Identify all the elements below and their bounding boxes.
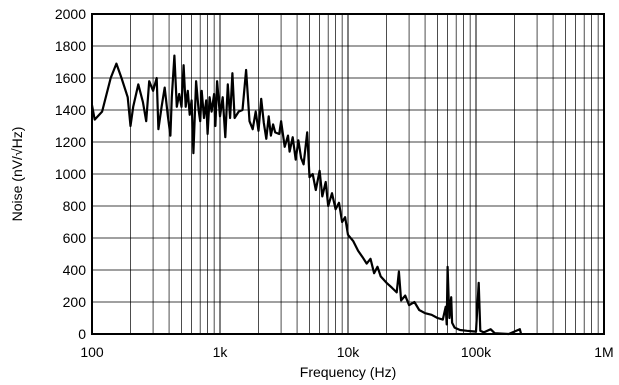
grid [91,13,605,335]
x-tick-label: 100k [461,344,492,360]
y-tick-label: 400 [63,262,87,278]
x-tick-label: 1M [594,344,613,360]
y-tick-label: 1000 [55,166,86,182]
series-layer [90,54,523,336]
y-tick-label: 2000 [55,6,86,22]
y-tick-label: 200 [63,294,87,310]
y-tick-label: 1800 [55,38,86,54]
x-tick-label: 10k [337,344,361,360]
y-tick-label: 600 [63,230,87,246]
x-axis-ticks: 100 1k 10k 100k 1M [80,344,613,360]
y-tick-label: 1200 [55,134,86,150]
x-tick-label: 1k [213,344,229,360]
y-tick-label: 800 [63,198,87,214]
y-tick-label: 1600 [55,70,86,86]
plot-frame [91,13,605,335]
y-axis-ticks: 0 200 400 600 800 1000 1200 1400 1600 1800 2000 [55,6,86,342]
y-tick-label: 1400 [55,102,86,118]
x-axis-title: Frequency (Hz) [300,364,396,380]
y-tick-label: 0 [78,326,86,342]
x-tick-label: 100 [80,344,104,360]
series-line-1 [90,54,523,336]
y-axis-title: Noise (nV/√Hz) [9,127,25,222]
